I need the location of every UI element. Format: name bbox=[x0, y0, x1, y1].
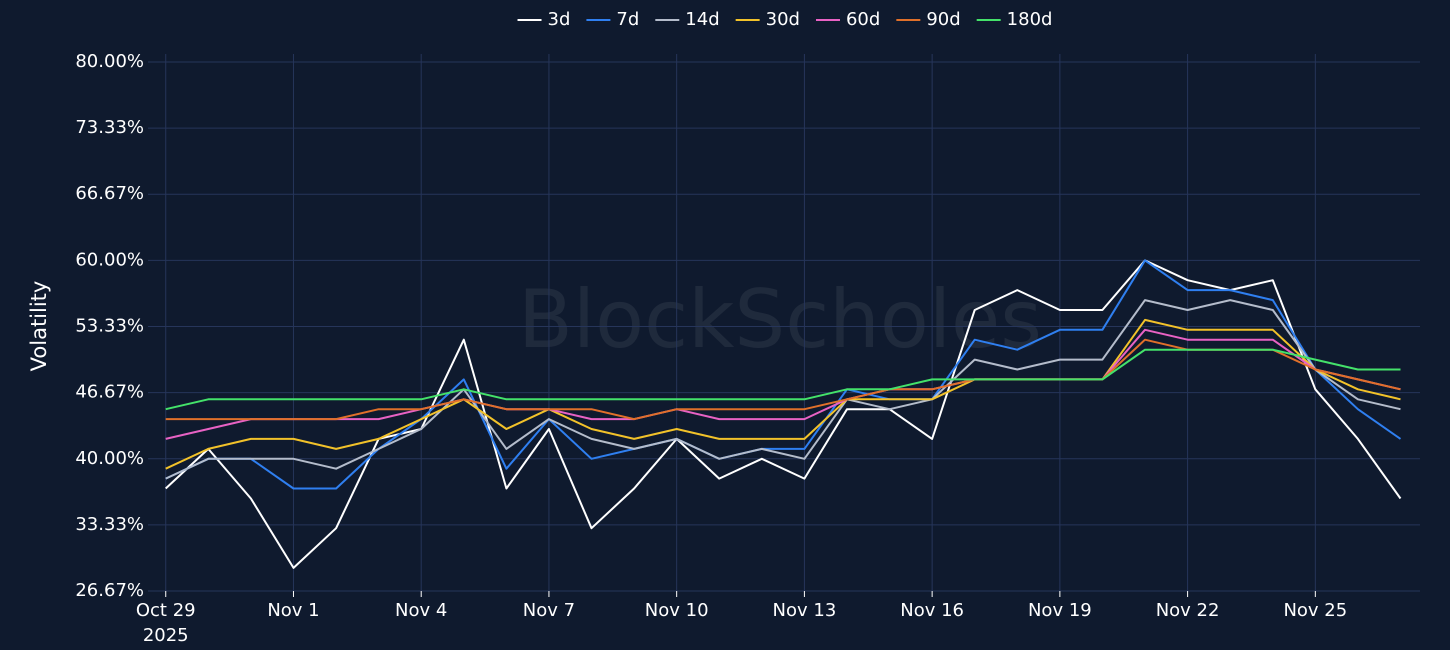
y-tick-label: 53.33% bbox=[75, 316, 144, 337]
legend-label: 60d bbox=[846, 9, 880, 30]
series-line bbox=[165, 328, 1401, 440]
y-tick-label: 80.00% bbox=[75, 51, 144, 72]
x-tick-label: Nov 10 bbox=[645, 600, 709, 621]
series-line bbox=[165, 318, 1401, 470]
y-tick-label: 46.67% bbox=[75, 382, 144, 403]
y-tick-label: 73.33% bbox=[75, 117, 144, 138]
series-line bbox=[165, 259, 1402, 569]
legend-label: 180d bbox=[1007, 9, 1053, 30]
watermark: BlockScholes bbox=[518, 273, 1042, 366]
x-tick-label: Nov 1 bbox=[267, 600, 319, 621]
legend-label: 7d bbox=[616, 9, 639, 30]
x-tick-label: Nov 4 bbox=[395, 600, 447, 621]
x-tick-label: Nov 16 bbox=[900, 600, 964, 621]
legend-label: 90d bbox=[926, 9, 960, 30]
y-axis-label: Volatility bbox=[27, 281, 51, 372]
year-label: 2025 bbox=[143, 625, 189, 646]
series-line bbox=[165, 259, 1402, 490]
y-tick-label: 33.33% bbox=[75, 514, 144, 535]
legend-label: 3d bbox=[548, 9, 571, 30]
y-tick-label: 40.00% bbox=[75, 448, 144, 469]
x-tick-label: Nov 25 bbox=[1283, 600, 1347, 621]
y-tick-label: 26.67% bbox=[75, 580, 144, 601]
legend-label: 14d bbox=[685, 9, 719, 30]
y-tick-label: 60.00% bbox=[75, 249, 144, 270]
series-line bbox=[165, 299, 1401, 480]
x-tick-label: Nov 13 bbox=[773, 600, 837, 621]
legend-label: 30d bbox=[766, 9, 800, 30]
x-tick-label: Oct 29 bbox=[136, 600, 196, 621]
x-tick-label: Nov 19 bbox=[1028, 600, 1092, 621]
x-tick-label: Nov 7 bbox=[523, 600, 575, 621]
x-tick-label: Nov 22 bbox=[1156, 600, 1220, 621]
y-tick-label: 66.67% bbox=[75, 183, 144, 204]
series-line bbox=[165, 348, 1401, 411]
